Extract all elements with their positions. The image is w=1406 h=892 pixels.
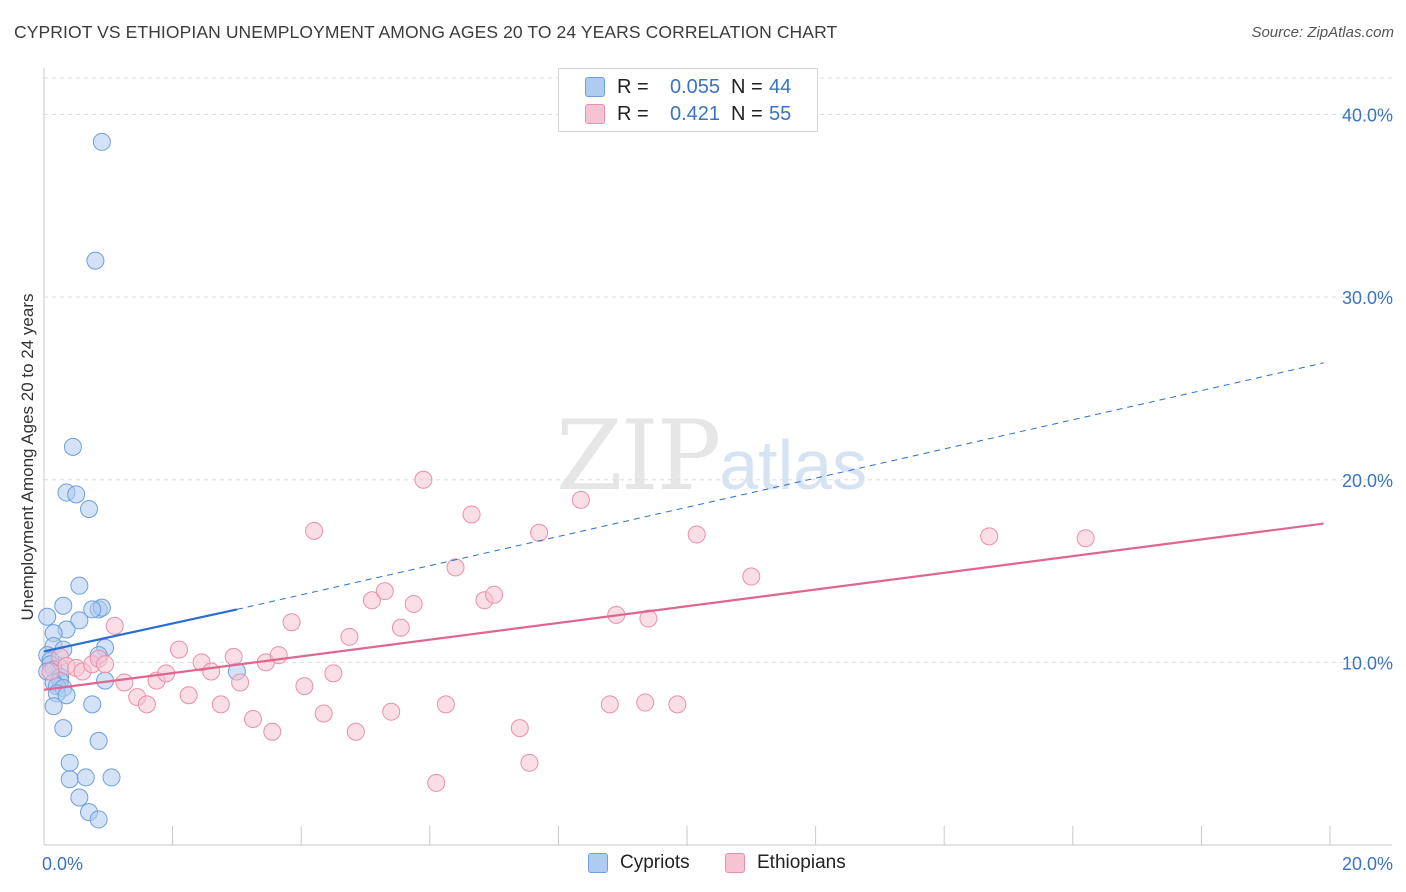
- cypriots-point: [67, 485, 86, 504]
- ethiopians-point: [382, 702, 401, 721]
- cypriots-point: [38, 607, 57, 626]
- cypriots-point: [92, 132, 111, 151]
- r-label: R =: [617, 103, 649, 125]
- ethiopians-point: [600, 695, 619, 714]
- ethiopians-point: [742, 567, 761, 586]
- n-value: 44: [769, 76, 792, 98]
- x-tick-label: 20.0%: [1342, 854, 1393, 874]
- ethiopians-point: [295, 677, 314, 696]
- cypriots-point: [83, 695, 102, 714]
- x-tick-label: 0.0%: [42, 854, 83, 874]
- ethiopians-point: [571, 490, 590, 509]
- n-label: N =: [731, 76, 763, 98]
- ethiopians-point: [179, 686, 198, 705]
- ethiopians-point: [639, 609, 658, 628]
- ethiopians-point: [211, 695, 230, 714]
- ethiopians-point: [668, 695, 687, 714]
- ethiopians-point: [324, 664, 343, 683]
- n-value: 55: [769, 103, 792, 125]
- ethiopians-point: [485, 585, 504, 604]
- cypriots-point: [70, 611, 89, 630]
- cypriots-trend-extension: [236, 362, 1324, 610]
- ethiopians-point: [980, 527, 999, 546]
- ethiopians-point: [202, 662, 221, 681]
- cypriots-point: [102, 768, 121, 787]
- legend-label: Ethiopians: [757, 852, 846, 873]
- ethiopians-point: [530, 523, 549, 542]
- cypriots-trend-line: [43, 608, 238, 653]
- ethiopians-trend-line: [43, 522, 1324, 691]
- ethiopians-point: [1076, 529, 1095, 548]
- ethiopians-point: [224, 647, 243, 666]
- r-value: 0.055: [669, 76, 721, 98]
- ethiopians-swatch: [585, 104, 605, 124]
- y-tick-label: 40.0%: [1342, 106, 1393, 126]
- ethiopians-point: [282, 613, 301, 632]
- ethiopians-point: [231, 673, 250, 692]
- ethiopians-swatch: [725, 853, 745, 873]
- legend-label: Cypriots: [620, 852, 690, 873]
- cypriots-swatch: [585, 77, 605, 97]
- ethiopians-point: [115, 673, 134, 692]
- ethiopians-points: [41, 470, 1095, 792]
- cypriots-point: [44, 697, 63, 716]
- cypriots-point: [63, 437, 82, 456]
- r-label: R =: [617, 76, 649, 98]
- ethiopians-point: [346, 722, 365, 741]
- ethiopians-point: [436, 695, 455, 714]
- source-credit: Source: ZipAtlas.com: [1251, 24, 1394, 41]
- ethiopians-point: [41, 662, 60, 681]
- watermark-atlas: atlas: [719, 426, 868, 504]
- ethiopians-point: [510, 719, 529, 738]
- ethiopians-point: [105, 616, 124, 635]
- cypriots-point: [89, 731, 108, 750]
- ethiopians-point: [427, 773, 446, 792]
- cypriots-point: [76, 768, 95, 787]
- ethiopians-point: [636, 693, 655, 712]
- ethiopians-point: [243, 709, 262, 728]
- ethiopians-point: [391, 618, 410, 637]
- cypriots-point: [86, 251, 105, 270]
- y-tick-label: 10.0%: [1342, 653, 1393, 673]
- ethiopians-point: [446, 558, 465, 577]
- n-label: N =: [731, 103, 763, 125]
- ethiopians-point: [687, 525, 706, 544]
- ethiopians-point: [137, 695, 156, 714]
- ethiopians-point: [314, 704, 333, 723]
- ethiopians-point: [170, 640, 189, 659]
- cypriots-point: [54, 719, 73, 738]
- ethiopians-point: [263, 722, 282, 741]
- cypriots-point: [70, 788, 89, 807]
- cypriots-point: [60, 770, 79, 789]
- cypriots-points: [38, 132, 246, 829]
- y-tick-label: 30.0%: [1342, 288, 1393, 308]
- ethiopians-point: [404, 594, 423, 613]
- cypriots-point: [60, 753, 79, 772]
- ethiopians-point: [462, 505, 481, 524]
- ethiopians-point: [96, 655, 115, 674]
- ethiopians-point: [362, 591, 381, 610]
- cypriots-point: [70, 576, 89, 595]
- chart-title: CYPRIOT VS ETHIOPIAN UNEMPLOYMENT AMONG …: [14, 22, 838, 42]
- y-tick-label: 20.0%: [1342, 471, 1393, 491]
- cypriots-point: [80, 499, 99, 518]
- cypriots-swatch: [588, 853, 608, 873]
- ethiopians-point: [414, 470, 433, 489]
- ethiopians-point: [340, 627, 359, 646]
- cypriots-point: [83, 600, 102, 619]
- r-value: 0.421: [669, 103, 721, 125]
- cypriots-point: [89, 810, 108, 829]
- ethiopians-point: [305, 521, 324, 540]
- ethiopians-point: [375, 582, 394, 601]
- correlation-legend: R = 0.055 N = 44 R = 0.421 N = 55: [558, 68, 818, 132]
- cypriots-point: [54, 596, 73, 615]
- ethiopians-point: [520, 753, 539, 772]
